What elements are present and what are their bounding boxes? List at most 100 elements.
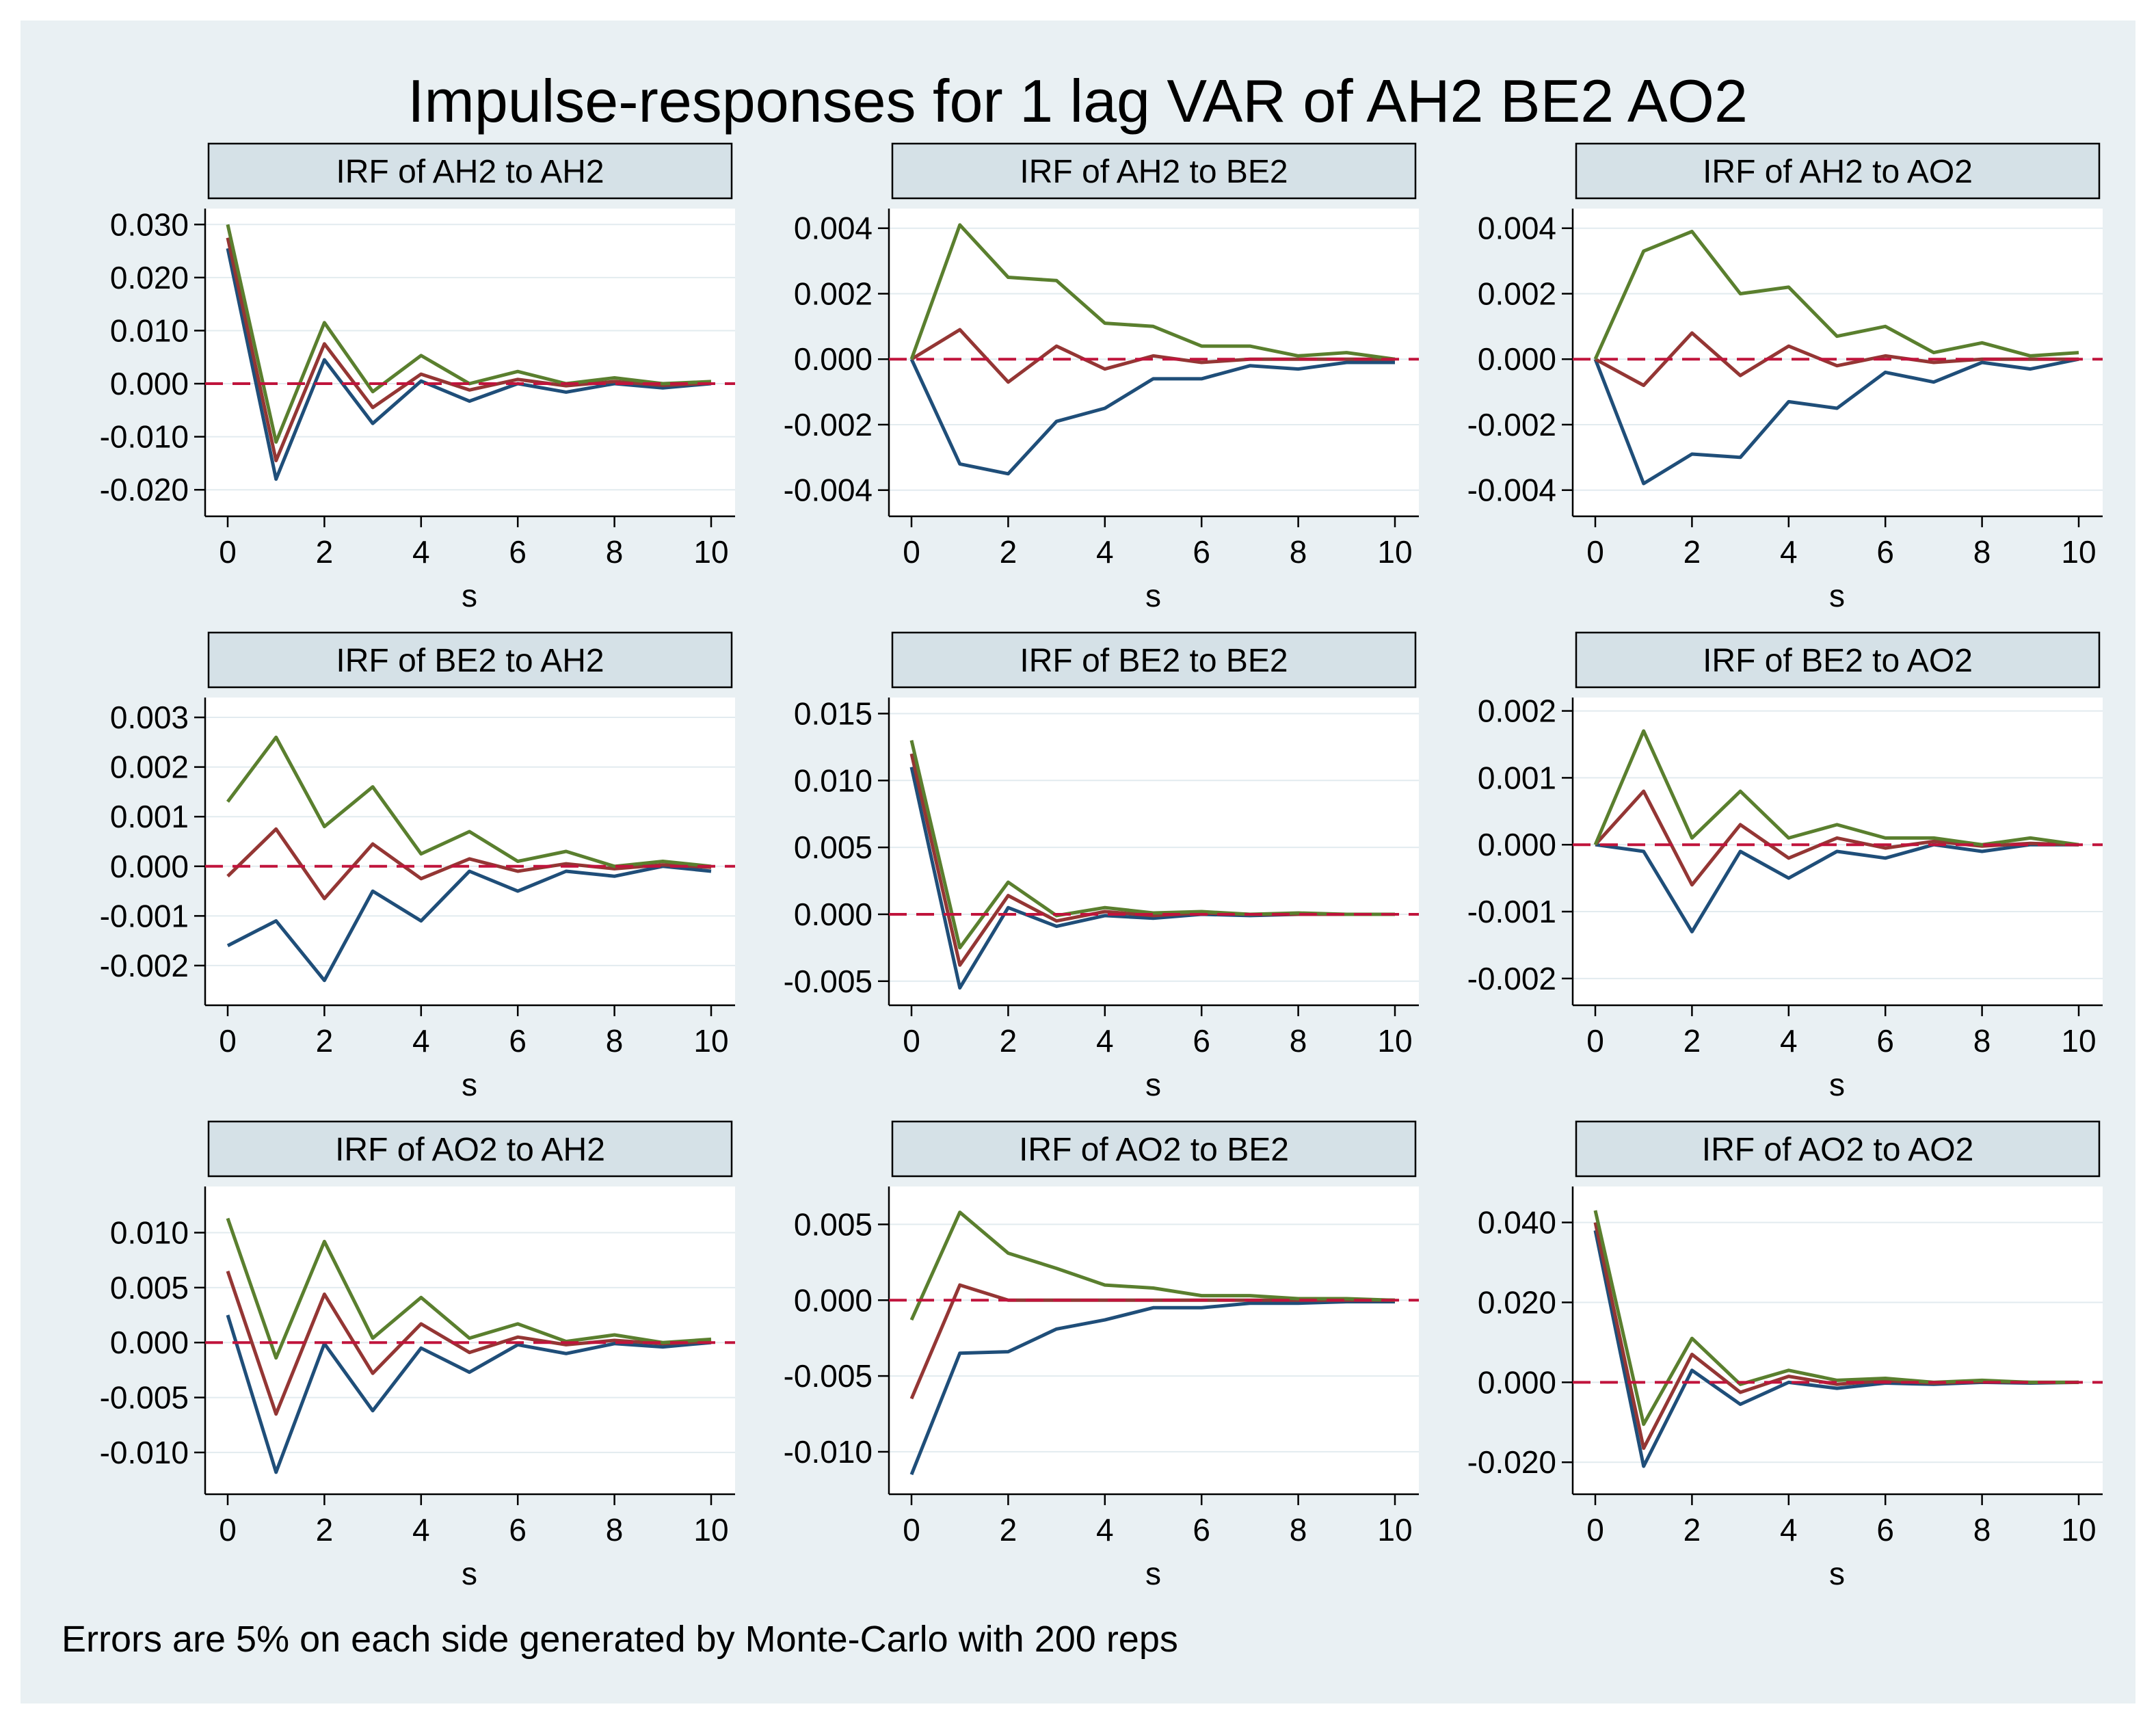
x-tick-label: 6 (509, 1512, 527, 1548)
y-tick-label: 0.000 (110, 366, 189, 401)
x-tick-label: 2 (1683, 534, 1701, 570)
x-tick-label: 10 (2061, 1512, 2096, 1548)
y-tick-label: 0.005 (110, 1270, 189, 1305)
y-tick-label: 0.000 (110, 849, 189, 884)
plot-area (205, 209, 735, 516)
y-tick-label: 0.030 (110, 207, 189, 242)
x-axis-title: s (1145, 578, 1161, 613)
x-tick-label: 6 (1876, 1023, 1894, 1059)
x-tick-label: 8 (606, 1512, 624, 1548)
irf-panel: IRF of BE2 to AO2 -0.002 -0.001 0.000 0.001 0… (1467, 631, 2103, 1102)
panel-header (207, 142, 733, 200)
y-tick-label: -0.010 (784, 1434, 873, 1470)
panel-title: IRF of AO2 to AH2 (335, 1132, 605, 1168)
y-tick-label: -0.004 (784, 473, 873, 508)
panel-header (207, 1120, 733, 1178)
x-tick-label: 8 (1973, 1512, 1991, 1548)
x-tick-label: 8 (606, 1023, 624, 1059)
plot-area (889, 1186, 1419, 1494)
x-tick-label: 2 (1683, 1023, 1701, 1059)
series-line-lower (226, 864, 712, 983)
y-tick-label: 0.010 (110, 1215, 189, 1251)
x-tick-label: 4 (412, 1023, 430, 1059)
x-tick-label: 0 (219, 1512, 237, 1548)
y-tick-label: 0.001 (1478, 760, 1556, 795)
x-tick-label: 2 (1683, 1512, 1701, 1548)
y-tick-label: -0.010 (100, 1435, 189, 1470)
panel-title: IRF of AH2 to AO2 (1703, 154, 1973, 190)
x-tick-label: 10 (693, 534, 728, 570)
x-tick-label: 2 (1000, 534, 1017, 570)
panel-header (891, 142, 1417, 200)
panel-title: IRF of BE2 to AO2 (1703, 643, 1973, 679)
x-tick-label: 10 (1377, 534, 1412, 570)
x-tick-label: 0 (1586, 1512, 1604, 1548)
series-line-lower (909, 1300, 1395, 1476)
series-line-lower (909, 358, 1395, 476)
x-tick-label: 2 (1000, 1512, 1017, 1548)
y-tick-label: -0.020 (100, 472, 189, 507)
y-tick-label: -0.002 (1467, 407, 1556, 442)
panel-header (207, 631, 733, 689)
y-tick-label: 0.020 (1478, 1284, 1556, 1320)
x-tick-label: 8 (1973, 1023, 1991, 1059)
irf-panel: IRF of AH2 to BE2 -0.004 -0.002 0.000 0.002 0… (784, 142, 1419, 613)
x-tick-label: 4 (1780, 534, 1798, 570)
x-tick-label: 6 (1193, 1512, 1210, 1548)
x-tick-label: 2 (1000, 1023, 1017, 1059)
x-tick-label: 8 (1290, 1512, 1307, 1548)
y-tick-label: 0.005 (794, 830, 873, 865)
x-tick-label: 0 (1586, 1023, 1604, 1059)
series-line-upper (1593, 230, 2079, 360)
x-tick-label: 6 (1193, 534, 1210, 570)
x-axis-title: s (462, 1556, 477, 1591)
y-tick-label: 0.001 (110, 799, 189, 834)
irf-panel: IRF of AO2 to AO2 -0.020 0.000 0.020 0.040 0 2… (1467, 1120, 2103, 1591)
x-tick-label: 4 (1096, 1512, 1114, 1548)
irf-panel: IRF of AH2 to AO2 -0.004 -0.002 0.000 0.002 0… (1467, 142, 2103, 613)
y-tick-label: 0.000 (110, 1325, 189, 1360)
y-tick-label: -0.005 (100, 1380, 189, 1416)
y-tick-label: 0.003 (110, 700, 189, 735)
y-tick-label: 0.002 (1478, 693, 1556, 729)
y-tick-label: 0.040 (1478, 1205, 1556, 1241)
y-tick-label: -0.005 (784, 964, 873, 999)
y-tick-label: -0.004 (1467, 473, 1556, 508)
y-tick-label: -0.020 (1467, 1444, 1556, 1480)
figure-note: Errors are 5% on each side generated by … (62, 1619, 1178, 1660)
panel-header (1575, 1120, 2101, 1178)
x-tick-label: 4 (1780, 1512, 1798, 1548)
x-tick-label: 6 (509, 534, 527, 570)
series-line-lower (1593, 357, 2079, 486)
x-tick-label: 0 (903, 534, 920, 570)
irf-panel: IRF of BE2 to AH2 -0.002 -0.001 0.000 0.001 0… (100, 631, 735, 1102)
y-tick-label: 0.015 (794, 695, 873, 731)
series-line-lower (1595, 843, 2079, 933)
irf-panel: IRF of AO2 to BE2 -0.010 -0.005 0.000 0.005 0… (784, 1120, 1419, 1591)
panel-title: IRF of AH2 to AH2 (336, 154, 604, 190)
panel-header (891, 631, 1417, 689)
x-tick-label: 6 (1876, 1512, 1894, 1548)
irf-panel: IRF of AH2 to AH2 -0.020 -0.010 0.000 0.010 0… (100, 142, 735, 613)
x-tick-label: 10 (693, 1512, 728, 1548)
x-tick-label: 4 (412, 1512, 430, 1548)
x-tick-label: 0 (219, 534, 237, 570)
y-tick-label: -0.002 (1467, 961, 1556, 996)
y-tick-label: 0.004 (1478, 211, 1556, 246)
y-tick-label: -0.001 (100, 898, 189, 933)
x-tick-label: 8 (1973, 534, 1991, 570)
plot-area (1573, 209, 2103, 516)
panel-header (891, 1120, 1417, 1178)
series-line-lower (226, 248, 712, 481)
panel-grid: IRF of AH2 to AH2 -0.020 -0.010 0.000 0.010 0… (100, 142, 2103, 1591)
y-tick-label: 0.000 (794, 341, 873, 377)
x-tick-label: 4 (1096, 1023, 1114, 1059)
plot-area (889, 209, 1419, 516)
x-axis-title: s (462, 1067, 477, 1102)
x-tick-label: 6 (1876, 534, 1894, 570)
panel-title: IRF of AO2 to BE2 (1019, 1132, 1289, 1168)
x-tick-label: 10 (693, 1023, 728, 1059)
y-tick-label: 0.000 (794, 1282, 873, 1318)
x-tick-label: 4 (1096, 534, 1114, 570)
